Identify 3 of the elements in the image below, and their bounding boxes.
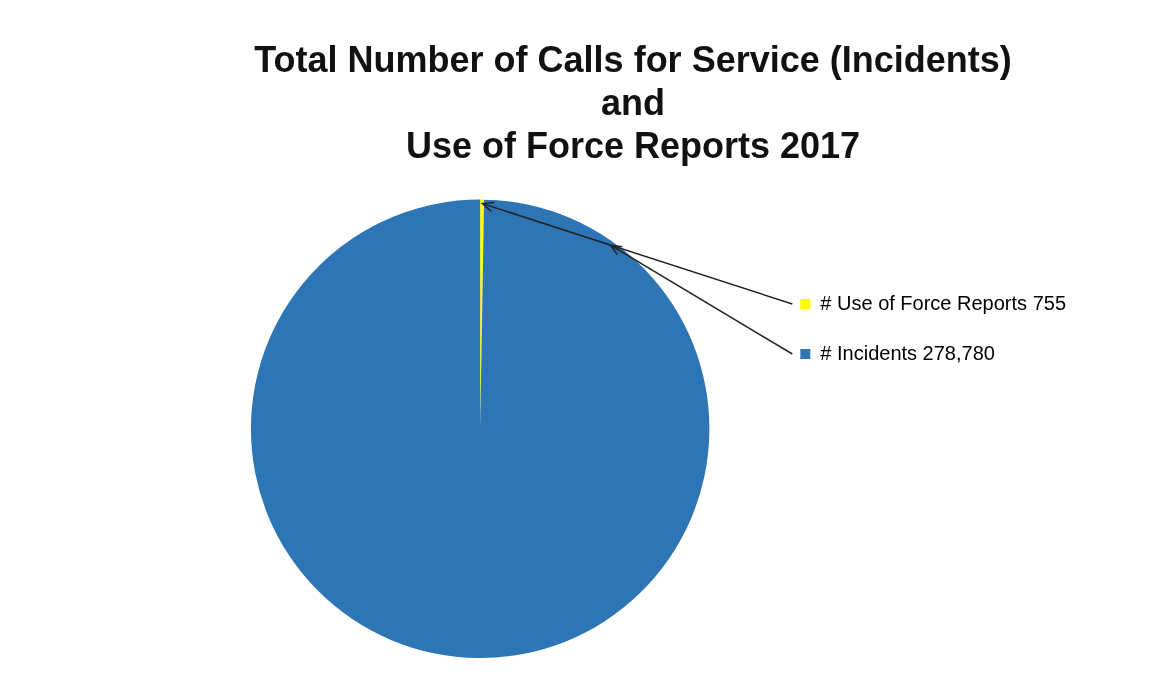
- legend-label: # Incidents 278,780: [820, 341, 995, 364]
- chart-title: Total Number of Calls for Service (Incidents) and Use of Force Reports 2017: [254, 38, 1012, 166]
- legend-label: # Use of Force Reports 755: [820, 291, 1067, 314]
